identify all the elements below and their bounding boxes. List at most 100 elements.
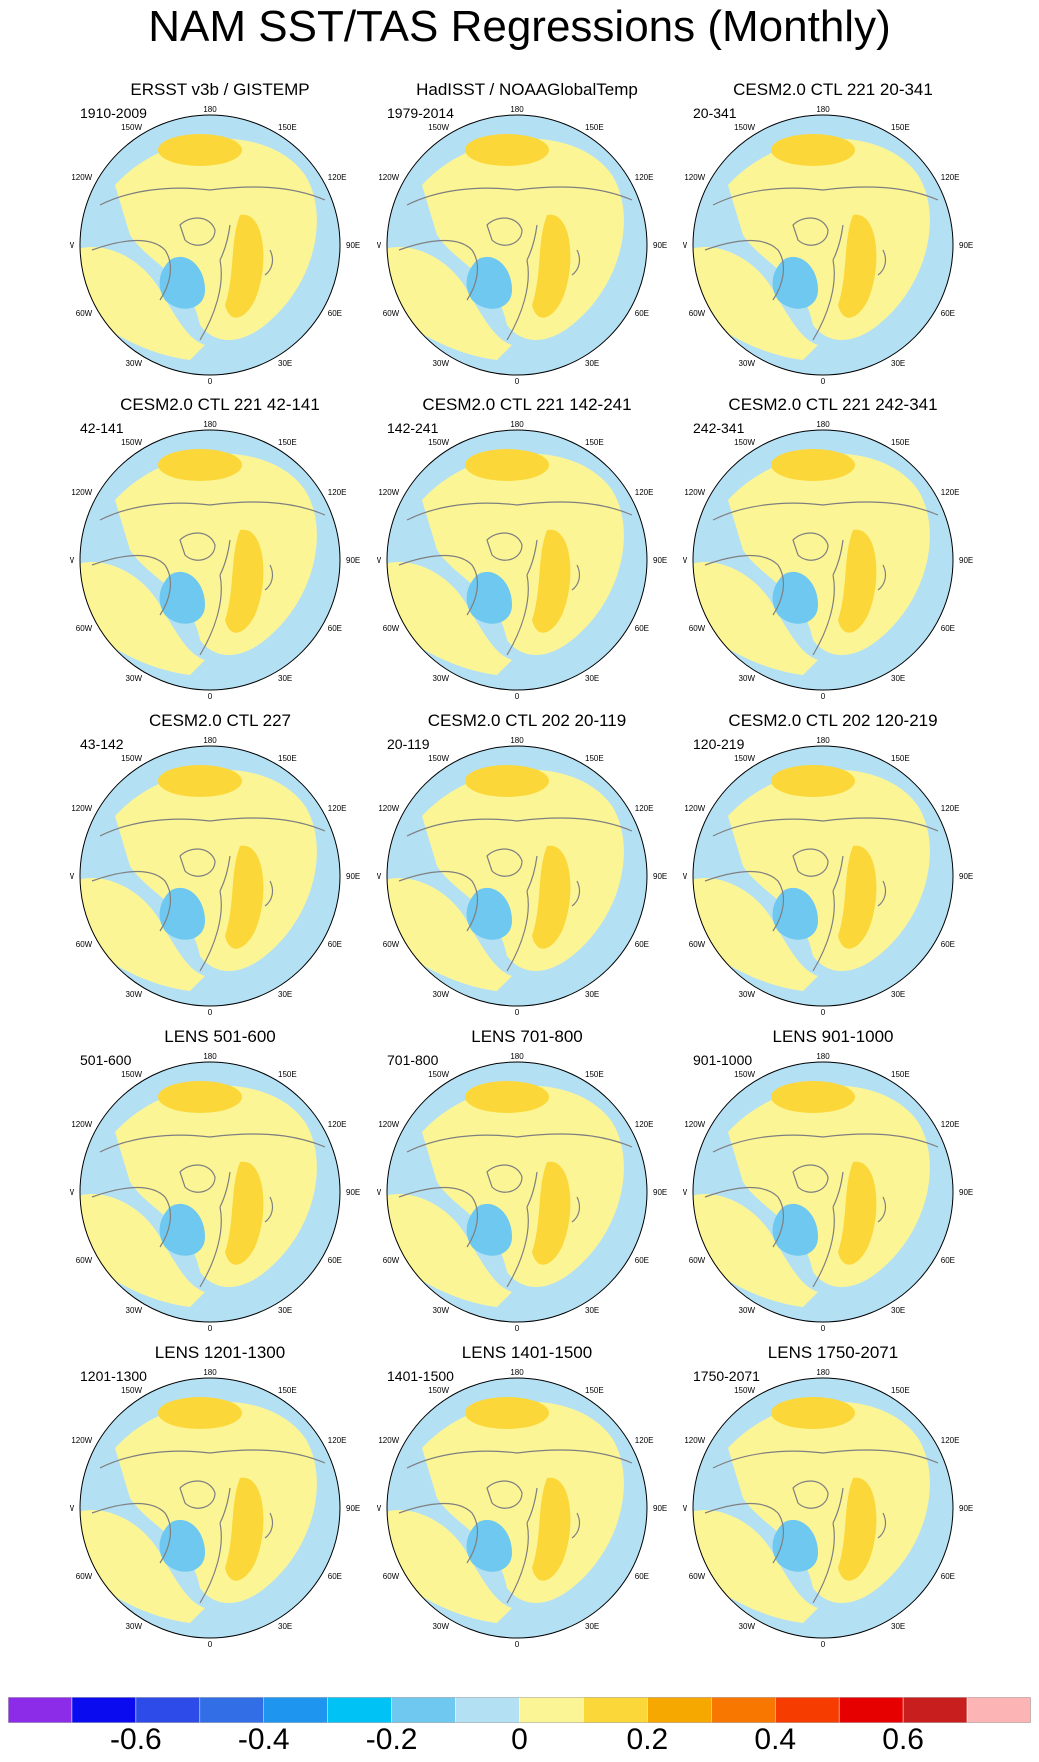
longitude-label: 60E bbox=[328, 624, 342, 633]
longitude-label: 150E bbox=[891, 438, 910, 447]
eurasian-positive-core bbox=[225, 214, 264, 318]
longitude-label: 150E bbox=[278, 1386, 297, 1395]
longitude-label: 60W bbox=[76, 624, 93, 633]
panel-period: 1910-2009 bbox=[80, 105, 147, 121]
longitude-label: 120W bbox=[71, 488, 92, 497]
coastlines bbox=[704, 501, 939, 656]
colorbar-swatch bbox=[711, 1697, 776, 1723]
weak-positive-band bbox=[80, 246, 205, 360]
pacific-positive-core bbox=[158, 134, 242, 166]
colorbar-swatch bbox=[327, 1697, 392, 1723]
longitude-label: 90W bbox=[377, 872, 381, 881]
pacific-positive-core bbox=[771, 1397, 855, 1429]
eurasian-positive-core bbox=[532, 845, 571, 949]
map-border bbox=[386, 745, 648, 1007]
map-panel: 180 150E 120E 90E 60E 30E 0 30W 60W 90W 120W 150W LE… bbox=[70, 1343, 370, 1655]
longitude-label: 90W bbox=[70, 1188, 74, 1197]
longitude-label: 180 bbox=[816, 420, 830, 429]
weak-positive-band bbox=[693, 1193, 818, 1307]
panel-title: CESM2.0 CTL 221 20-341 bbox=[733, 80, 933, 99]
longitude-label: 180 bbox=[203, 420, 217, 429]
longitude-label: 60E bbox=[328, 309, 342, 318]
weak-positive-band bbox=[80, 561, 205, 675]
eurasian-positive-core bbox=[838, 1477, 877, 1581]
longitude-label: 120E bbox=[941, 804, 960, 813]
pacific-positive-core bbox=[465, 1081, 549, 1113]
longitude-label: 120E bbox=[328, 1120, 347, 1129]
polar-map: 180 150E 120E 90E 60E 30E 0 30W 60W 90W 120W 150W bbox=[683, 1052, 973, 1333]
polar-map: 180 150E 120E 90E 60E 30E 0 30W 60W 90W 120W 150W bbox=[377, 105, 667, 386]
longitude-label: 120W bbox=[378, 173, 399, 182]
polar-map: 180 150E 120E 90E 60E 30E 0 30W 60W 90W 120W 150W bbox=[683, 736, 973, 1017]
longitude-label: 60W bbox=[76, 1572, 93, 1581]
longitude-label: 30E bbox=[278, 674, 292, 683]
longitude-label: 60E bbox=[941, 624, 955, 633]
colorbar-swatch bbox=[966, 1697, 1031, 1723]
polar-map: 180 150E 120E 90E 60E 30E 0 30W 60W 90W 120W 150W bbox=[70, 1052, 360, 1333]
coastlines bbox=[91, 817, 326, 972]
weak-positive-band bbox=[387, 246, 512, 360]
longitude-label: 120E bbox=[328, 173, 347, 182]
longitude-label: 60E bbox=[635, 309, 649, 318]
longitude-label: 150E bbox=[585, 754, 604, 763]
longitude-label: 90W bbox=[683, 556, 687, 565]
longitude-label: 30E bbox=[891, 674, 905, 683]
panel-period: 1401-1500 bbox=[387, 1368, 454, 1384]
longitude-label: 120W bbox=[378, 1120, 399, 1129]
longitude-label: 90E bbox=[653, 1188, 667, 1197]
map-border bbox=[692, 1061, 954, 1323]
longitude-label: 150W bbox=[734, 1070, 755, 1079]
pacific-positive-core bbox=[158, 449, 242, 481]
coastlines bbox=[704, 817, 939, 972]
longitude-label: 150W bbox=[428, 1386, 449, 1395]
longitude-label: 180 bbox=[203, 105, 217, 114]
longitude-label: 90W bbox=[70, 241, 74, 250]
longitude-label: 60W bbox=[689, 1572, 706, 1581]
longitude-label: 30W bbox=[739, 1306, 756, 1315]
longitude-label: 30E bbox=[585, 990, 599, 999]
longitude-label: 150W bbox=[121, 1386, 142, 1395]
map-panel: 180 150E 120E 90E 60E 30E 0 30W 60W 90W 120W 150W CE… bbox=[683, 395, 983, 707]
longitude-label: 0 bbox=[208, 1008, 213, 1017]
longitude-label: 120W bbox=[684, 1120, 705, 1129]
eurasian-positive-core bbox=[838, 1161, 877, 1265]
longitude-label: 120W bbox=[71, 1120, 92, 1129]
panel-title: LENS 901-1000 bbox=[772, 1027, 894, 1046]
polar-map: 180 150E 120E 90E 60E 30E 0 30W 60W 90W 120W 150W bbox=[377, 736, 667, 1017]
longitude-label: 0 bbox=[821, 1008, 826, 1017]
longitude-label: 90E bbox=[653, 1504, 667, 1513]
colorbar-tick-label: 0.6 bbox=[882, 1723, 924, 1756]
map-border bbox=[79, 1377, 341, 1639]
coastlines bbox=[398, 1133, 633, 1288]
panel-period: 501-600 bbox=[80, 1052, 132, 1068]
longitude-label: 90W bbox=[70, 556, 74, 565]
pacific-positive-core bbox=[465, 134, 549, 166]
longitude-label: 150W bbox=[734, 1386, 755, 1395]
coastlines bbox=[704, 186, 939, 341]
map-border bbox=[692, 745, 954, 1007]
pacific-positive-core bbox=[771, 1081, 855, 1113]
eurasian-positive-core bbox=[838, 845, 877, 949]
eurasian-positive-core bbox=[225, 845, 264, 949]
longitude-label: 150E bbox=[278, 754, 297, 763]
longitude-label: 150E bbox=[891, 1070, 910, 1079]
polar-map: 180 150E 120E 90E 60E 30E 0 30W 60W 90W 120W 150W bbox=[377, 420, 667, 701]
longitude-label: 120W bbox=[71, 804, 92, 813]
longitude-label: 90W bbox=[377, 1504, 381, 1513]
colorbar-swatch bbox=[902, 1697, 968, 1723]
longitude-label: 120W bbox=[684, 804, 705, 813]
longitude-label: 30W bbox=[739, 359, 756, 368]
longitude-label: 30E bbox=[891, 359, 905, 368]
longitude-label: 180 bbox=[816, 105, 830, 114]
longitude-label: 0 bbox=[515, 1008, 520, 1017]
longitude-label: 30W bbox=[126, 674, 143, 683]
colorbar-tick-label: -0.2 bbox=[365, 1723, 418, 1756]
colorbar-tick-label: -0.4 bbox=[237, 1723, 290, 1756]
weak-positive-band bbox=[387, 877, 512, 991]
colorbar-swatch bbox=[838, 1697, 904, 1723]
longitude-label: 180 bbox=[816, 1052, 830, 1061]
map-border bbox=[692, 114, 954, 376]
colorbar-swatch bbox=[135, 1697, 201, 1723]
map-panel: 180 150E 120E 90E 60E 30E 0 30W 60W 90W 120W 150W LE… bbox=[683, 1027, 983, 1339]
longitude-label: 30W bbox=[433, 1622, 450, 1631]
